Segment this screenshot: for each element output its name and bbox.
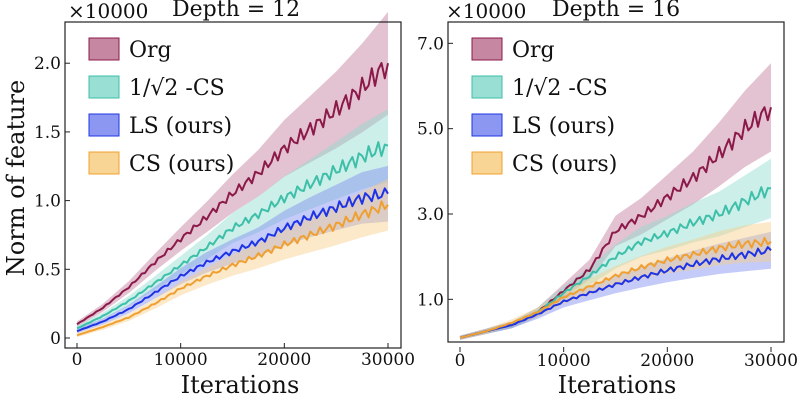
legend-label: 1/√2 -CS	[129, 76, 225, 101]
x-tick-label: 10000	[537, 351, 591, 371]
legend-label: Org	[512, 38, 555, 63]
chart-title: Depth = 12	[172, 0, 300, 22]
plot-frame	[447, 21, 785, 343]
legend-label: Org	[129, 38, 172, 63]
series-band	[77, 109, 388, 331]
series-band	[460, 158, 771, 340]
x-tick-label: 0	[72, 350, 83, 370]
legend-label: CS (ours)	[129, 152, 234, 177]
legend-swatch	[88, 151, 120, 175]
x-axis-label: Iterations	[181, 371, 300, 399]
x-tick-label: 0	[455, 351, 466, 371]
legend-swatch	[88, 113, 120, 137]
scale-label: ×10000	[68, 0, 148, 23]
series-line	[76, 141, 389, 330]
series-line	[76, 200, 389, 337]
y-tick-label: 1.5	[34, 123, 61, 143]
legend-swatch	[88, 37, 120, 61]
series-line	[76, 187, 389, 333]
legend-swatch	[471, 113, 503, 137]
legend-swatch	[471, 151, 503, 175]
series-line	[76, 62, 389, 326]
x-tick-label: 30000	[744, 351, 798, 371]
legend-swatch	[471, 37, 503, 61]
x-tick-label: 30000	[361, 350, 415, 370]
x-tick-label: 10000	[154, 350, 208, 370]
y-tick-label: 1.0	[34, 192, 61, 212]
x-tick-label: 20000	[640, 351, 694, 371]
y-axis-label: Norm of feature	[2, 80, 30, 276]
y-tick-label: 5.0	[417, 120, 444, 140]
legend-label: 1/√2 -CS	[512, 76, 608, 101]
chart-depth-12: ×10000 Depth = 12 0 10000 20000 30000 0 0.5 1.…	[34, 0, 415, 399]
legend-swatch	[471, 75, 503, 99]
series-line	[459, 236, 772, 339]
x-tick-label: 20000	[257, 350, 311, 370]
legend-label: CS (ours)	[512, 152, 617, 177]
legend-label: LS (ours)	[129, 114, 232, 139]
chart-title: Depth = 16	[552, 0, 680, 22]
x-axis-label: Iterations	[558, 371, 677, 399]
legend-swatch	[88, 75, 120, 99]
scale-label: ×10000	[446, 0, 526, 23]
y-tick-label: 1.0	[417, 290, 444, 310]
y-tick-label: 0.5	[34, 260, 61, 280]
y-tick-label: 0	[50, 329, 61, 349]
y-tick-label: 2.0	[34, 54, 61, 74]
legend-label: LS (ours)	[512, 114, 615, 139]
y-tick-label: 7.0	[417, 34, 444, 54]
series-line	[459, 246, 772, 339]
chart-depth-16: ×10000 Depth = 16 0 10000 20000 30000 1.0 3.0…	[417, 0, 798, 399]
y-tick-label: 3.0	[417, 205, 444, 225]
plot-frame	[64, 21, 402, 349]
